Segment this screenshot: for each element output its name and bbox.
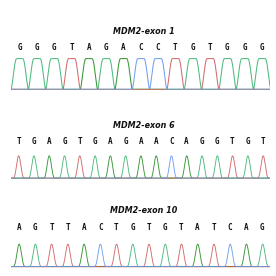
Text: T: T: [261, 137, 265, 146]
Text: C: C: [169, 137, 174, 146]
Text: G: G: [123, 137, 128, 146]
Text: A: A: [195, 223, 200, 232]
Text: G: G: [200, 137, 204, 146]
Text: C: C: [98, 223, 103, 232]
Text: A: A: [139, 137, 143, 146]
Text: G: G: [245, 137, 250, 146]
Text: G: G: [33, 223, 38, 232]
Text: T: T: [211, 223, 216, 232]
Text: G: G: [32, 137, 36, 146]
Text: G: G: [17, 43, 22, 52]
Text: T: T: [208, 43, 212, 52]
Text: T: T: [179, 223, 184, 232]
Text: T: T: [49, 223, 54, 232]
Text: T: T: [77, 137, 82, 146]
Text: C: C: [156, 43, 160, 52]
Text: C: C: [228, 223, 232, 232]
Text: A: A: [87, 43, 91, 52]
Text: MDM2-exon 6: MDM2-exon 6: [113, 121, 174, 130]
Text: G: G: [242, 43, 247, 52]
Text: G: G: [52, 43, 57, 52]
Text: G: G: [62, 137, 67, 146]
Text: A: A: [244, 223, 248, 232]
Text: A: A: [17, 223, 22, 232]
Text: T: T: [65, 223, 70, 232]
Text: T: T: [69, 43, 74, 52]
Text: T: T: [147, 223, 151, 232]
Text: A: A: [121, 43, 126, 52]
Text: C: C: [139, 43, 143, 52]
Text: T: T: [230, 137, 235, 146]
Text: G: G: [225, 43, 230, 52]
Text: A: A: [108, 137, 113, 146]
Text: G: G: [93, 137, 97, 146]
Text: G: G: [259, 43, 264, 52]
Text: G: G: [130, 223, 135, 232]
Text: T: T: [173, 43, 178, 52]
Text: A: A: [154, 137, 158, 146]
Text: T: T: [114, 223, 119, 232]
Text: G: G: [215, 137, 219, 146]
Text: MDM2-exon 10: MDM2-exon 10: [110, 206, 177, 215]
Text: MDM2-exon 1: MDM2-exon 1: [113, 27, 174, 36]
Text: G: G: [35, 43, 39, 52]
Text: T: T: [16, 137, 21, 146]
Text: A: A: [47, 137, 52, 146]
Text: G: G: [190, 43, 195, 52]
Text: A: A: [82, 223, 86, 232]
Text: G: G: [260, 223, 265, 232]
Text: G: G: [163, 223, 168, 232]
Text: G: G: [104, 43, 108, 52]
Text: A: A: [184, 137, 189, 146]
